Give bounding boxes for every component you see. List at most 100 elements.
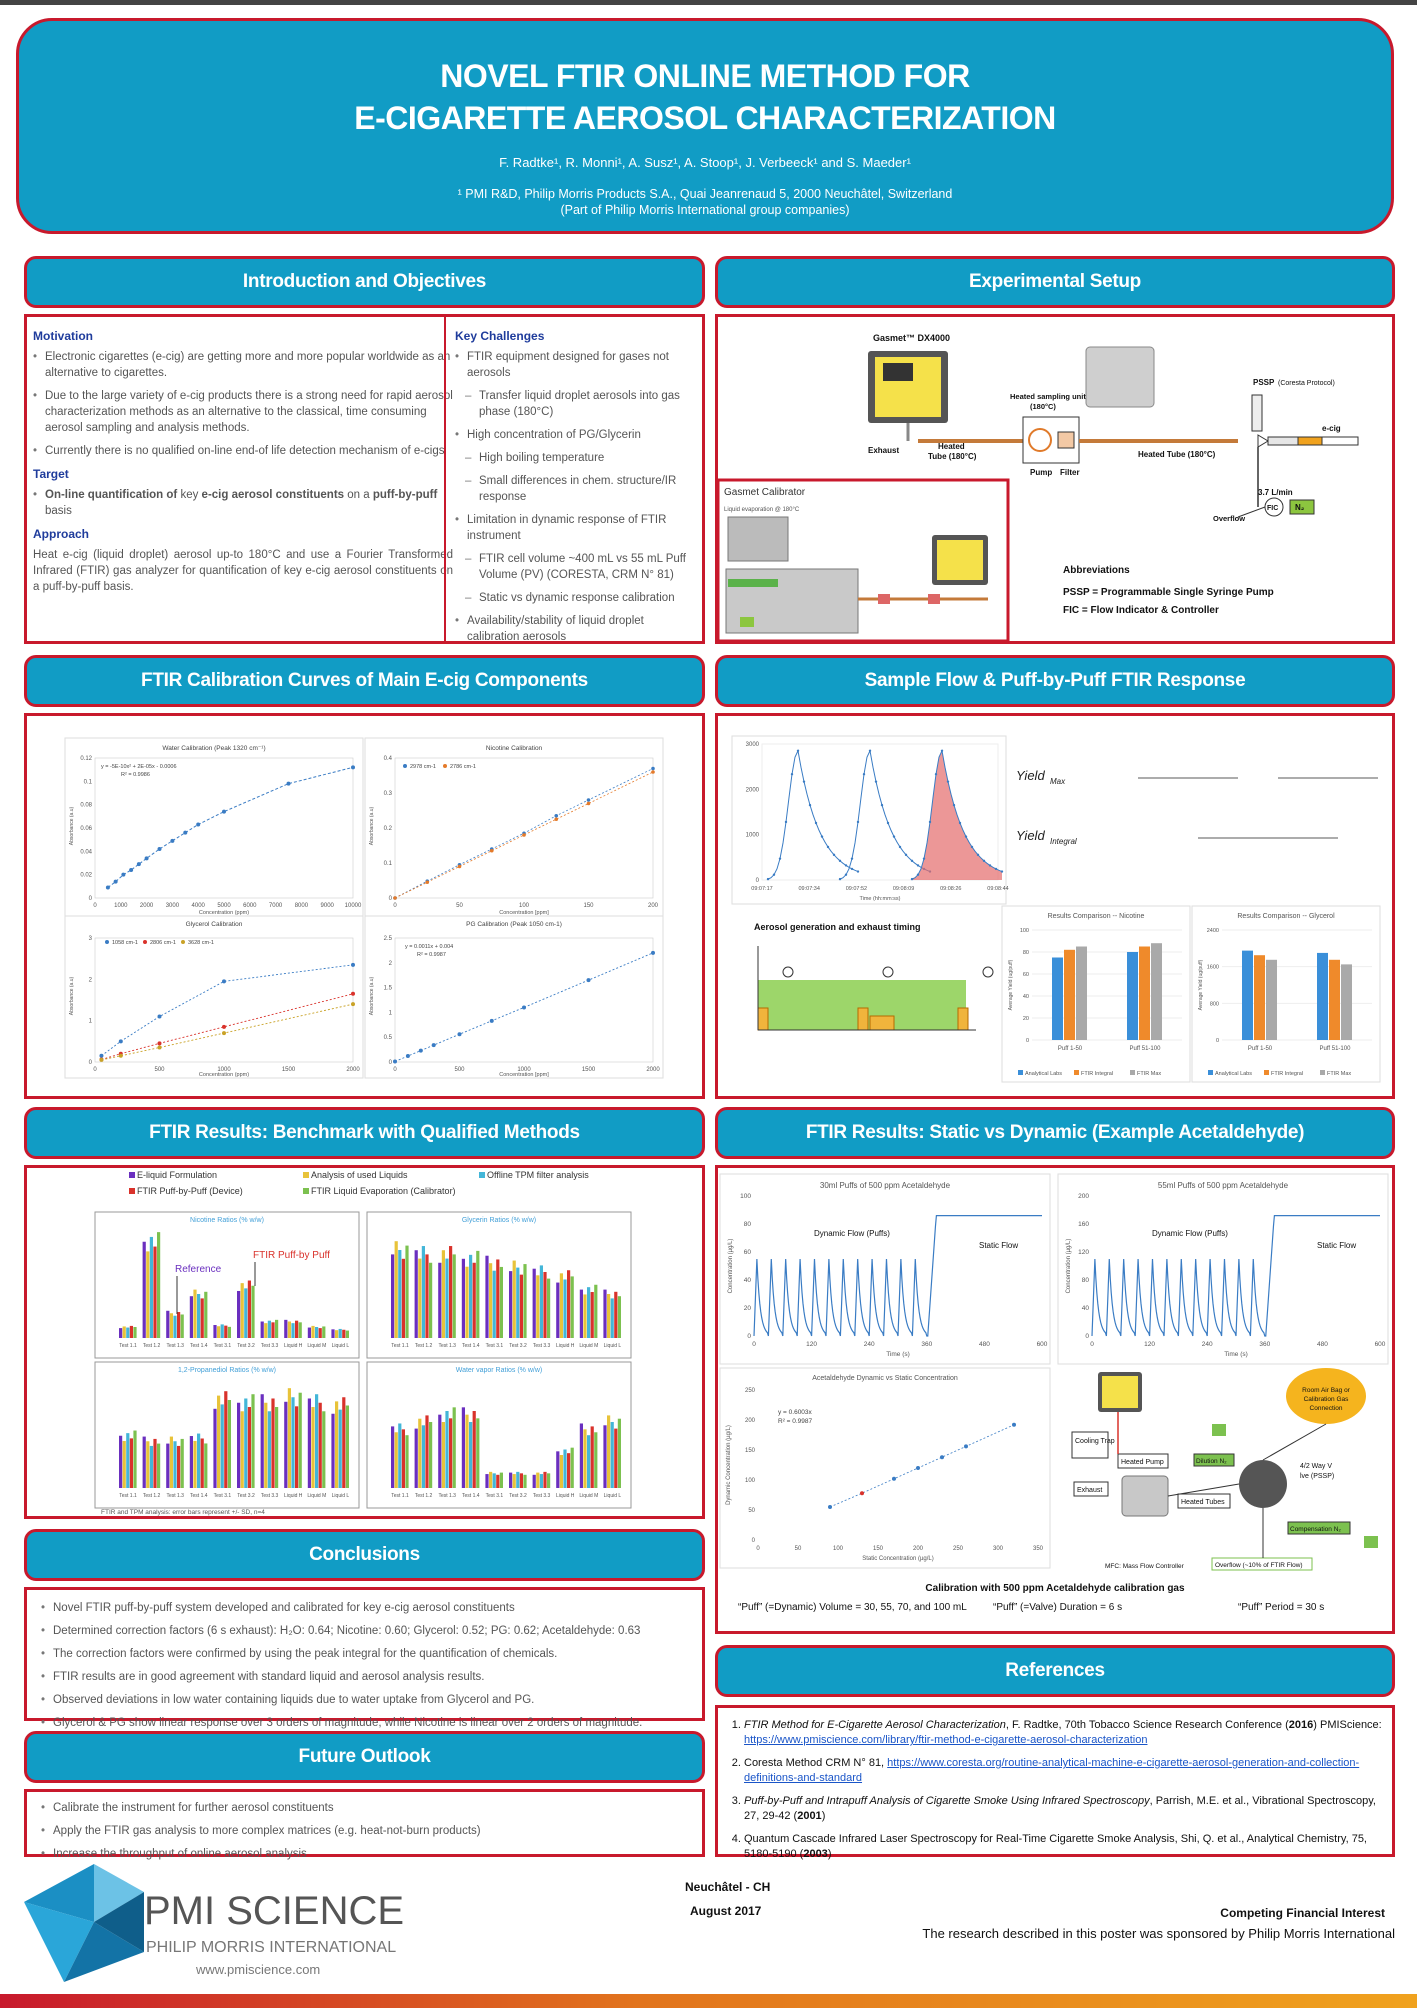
scatter-point: [1012, 1422, 1016, 1427]
logo-main-text: PMI SCIENCE: [144, 1889, 404, 1933]
heated-unit-label: Heated sampling unit: [1010, 392, 1086, 401]
water-x-tick: 5000: [217, 903, 231, 909]
bench-bar: [295, 1406, 299, 1488]
pg-point: [522, 1005, 526, 1010]
calib-box: Water Calibration (Peak 1320 cm⁻¹) 0 1000 2…: [24, 713, 705, 1099]
static-flow-label: Static Flow: [979, 1241, 1018, 1250]
bench-bar: [590, 1426, 594, 1488]
puff-chart-x-label: Time (s): [886, 1351, 910, 1358]
room-air-label: Room Air Bag or: [1302, 1387, 1351, 1394]
references-list: FTIR Method for E-Cigarette Aerosol Char…: [724, 1718, 1382, 1862]
water-point: [144, 856, 149, 861]
bench-bar: [189, 1296, 193, 1338]
acetaldehyde-scatter-panel: [719, 1367, 1051, 1569]
target-text-b: key: [177, 489, 202, 501]
bench-bar: [559, 1455, 563, 1488]
puff-point: [838, 859, 842, 863]
reference-text: Quantum Cascade Infrared Laser Spectrosc…: [744, 1833, 1367, 1860]
bench-category: Test 3.2: [509, 1493, 527, 1499]
bench-bar: [264, 1323, 268, 1338]
results-title: Results Comparison -- Nicotine: [1048, 913, 1145, 920]
intro-header: Introduction and Objectives: [24, 256, 705, 308]
glycerol-point: [157, 1014, 162, 1019]
cfi-heading: Competing Financial Interest: [1220, 1906, 1385, 1920]
results-legend-marker: [1130, 1070, 1135, 1075]
nicotine-point: [586, 801, 591, 806]
puff-chart-y-tick: 200: [1078, 1193, 1089, 1200]
pg-chart-panel: [364, 915, 664, 1079]
bench-bar: [129, 1325, 133, 1338]
bench-category: Liquid L: [332, 1343, 350, 1349]
puff-point: [868, 749, 872, 752]
results-y-tick: 0: [1026, 1038, 1029, 1044]
nicotine-point: [489, 848, 494, 853]
glycerol-point: [222, 1031, 226, 1036]
filter-icon: [1057, 431, 1075, 449]
exhaust-label: Exhaust: [868, 446, 899, 455]
reference-link[interactable]: https://www.coresta.org/routine-analytic…: [744, 1757, 1360, 1784]
bench-bar: [394, 1432, 398, 1488]
bench-bar: [331, 1413, 335, 1488]
water-point: [136, 862, 141, 867]
water-y-tick: 0: [89, 896, 93, 902]
pg-x-tick: 2000: [646, 1067, 660, 1073]
reference-item: FTIR Method for E-Cigarette Aerosol Char…: [744, 1718, 1382, 1748]
puff-point: [880, 803, 884, 807]
puff-point: [808, 803, 812, 807]
intro-right: Key Challenges FTIR equipment designed f…: [455, 321, 699, 652]
bench-bar: [275, 1407, 279, 1488]
bench-bar: [153, 1438, 157, 1488]
results-bar: [1329, 959, 1340, 1040]
results-bar: [1266, 959, 1277, 1040]
bench-bar: [449, 1246, 453, 1338]
bench-bar: [307, 1398, 311, 1488]
bench-bar: [438, 1414, 442, 1488]
glycerol-legend-marker: [143, 940, 147, 944]
bench-bar: [489, 1263, 493, 1338]
bench-bar: [318, 1328, 322, 1338]
bench-bar: [401, 1258, 405, 1338]
challenge-item: FTIR cell volume ~400 mL vs 55 mL Puff V…: [455, 551, 699, 583]
glycerol-point: [222, 979, 226, 984]
bench-bar: [461, 1407, 465, 1488]
pg-y-tick: 0.5: [384, 1035, 393, 1041]
nicotine-legend-1: 2978 cm-1: [410, 764, 436, 770]
reference-link[interactable]: https://www.pmiscience.com/library/ftir-…: [744, 1734, 1148, 1746]
bench-bar: [405, 1435, 409, 1488]
pg-y-tick: 1: [389, 1010, 393, 1016]
pg-y-tick: 0: [389, 1060, 393, 1066]
pg-point: [489, 1018, 494, 1023]
bench-bar: [122, 1440, 126, 1488]
logo-url: www.pmiscience.com: [195, 1962, 320, 1977]
challenge-item: Limitation in dynamic response of FTIR i…: [455, 512, 699, 544]
water-r2: R² = 0.9986: [121, 772, 150, 778]
nicotine-plot-area: [394, 757, 654, 899]
bench-bar: [264, 1402, 268, 1488]
bench-bar: [519, 1274, 523, 1338]
ecig-body: [1267, 436, 1299, 446]
water-y-tick: 0.12: [80, 756, 92, 762]
puff-point: [820, 835, 824, 838]
bench-chart-title: Glycerin Ratios (% w/w): [462, 1217, 536, 1224]
glycerol-legend-marker: [105, 940, 109, 944]
puff-chart-panel: [1057, 1173, 1389, 1365]
nicotine-x-tick: 150: [583, 903, 594, 909]
water-x-label: Concentration (ppm): [199, 910, 249, 916]
bench-bar: [512, 1260, 516, 1338]
pg-x-tick: 500: [454, 1067, 465, 1073]
puff-plot-area: [761, 743, 999, 881]
bench-bar: [345, 1405, 349, 1488]
bench-category: Liquid L: [332, 1493, 350, 1499]
bench-bar: [421, 1246, 425, 1338]
bench-bar: [594, 1284, 598, 1338]
pg-x-tick: 0: [393, 1067, 397, 1073]
nicotine-x-tick: 200: [648, 903, 659, 909]
puff-point: [850, 857, 854, 860]
n2-supply-icon: [1289, 499, 1315, 515]
motivation-heading: Motivation: [33, 329, 93, 343]
scatter-point: [940, 1455, 944, 1460]
water-x-tick: 4000: [192, 903, 206, 909]
bench-bar: [461, 1258, 465, 1338]
bench-bar: [146, 1441, 150, 1488]
bench-bar: [492, 1270, 496, 1338]
